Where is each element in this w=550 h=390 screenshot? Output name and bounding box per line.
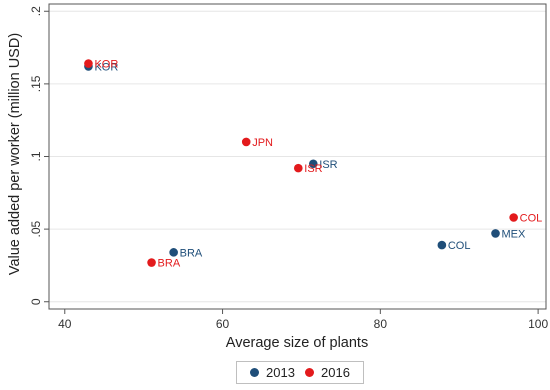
point-label-col-2013: COL bbox=[448, 240, 471, 252]
data-point-isr-2013 bbox=[308, 159, 318, 169]
data-point-bra-2013 bbox=[169, 248, 178, 257]
legend-item-2013: 2013 bbox=[250, 365, 295, 380]
data-point-bra-2016 bbox=[147, 258, 156, 267]
point-label-isr-2013: ISR bbox=[319, 159, 337, 171]
point-label-kor-2013: KOR bbox=[94, 61, 118, 73]
data-point-col-2016 bbox=[509, 213, 518, 222]
legend-item-2016: 2016 bbox=[305, 365, 350, 380]
x-tick-label: 60 bbox=[216, 317, 230, 331]
data-point-kor-2016 bbox=[84, 59, 93, 68]
y-axis-title: Value added per worker (million USD) bbox=[7, 33, 23, 275]
point-label-mex-2013: MEX bbox=[502, 228, 527, 240]
y-axis: 0 .05 .1 .15 .2 bbox=[29, 6, 49, 305]
y-tick-label: .15 bbox=[29, 75, 43, 92]
data-point-jpn-2016 bbox=[241, 137, 251, 147]
x-tick-label: 80 bbox=[374, 317, 388, 331]
legend-label-2013: 2013 bbox=[266, 365, 295, 380]
legend-marker-2016 bbox=[305, 368, 315, 377]
x-tick-label: 100 bbox=[528, 317, 548, 331]
data-point-isr-2016 bbox=[293, 163, 303, 173]
legend-label-2016: 2016 bbox=[321, 365, 350, 380]
point-label-isr-2016: ISR bbox=[304, 163, 322, 175]
point-label-col-2016: COL bbox=[520, 213, 543, 225]
data-point-mex-2013 bbox=[491, 229, 500, 238]
point-label-bra-2016: BRA bbox=[158, 258, 181, 270]
legend: 2013 2016 bbox=[236, 361, 364, 384]
x-tick-label: 40 bbox=[58, 317, 72, 331]
legend-marker-2013 bbox=[250, 368, 260, 377]
point-label-bra-2013: BRA bbox=[180, 247, 203, 259]
point-label-jpn-2016: JPN bbox=[252, 137, 273, 149]
x-axis: 40 60 80 100 bbox=[58, 309, 548, 331]
gridlines bbox=[49, 10, 546, 303]
point-label-kor-2016: KOR bbox=[94, 59, 118, 71]
x-axis-title: Average size of plants bbox=[226, 335, 368, 351]
y-tick-label: .1 bbox=[29, 151, 43, 161]
y-tick-label: .05 bbox=[29, 220, 43, 237]
data-point-col-2013 bbox=[437, 240, 447, 250]
data-points bbox=[84, 59, 518, 267]
y-tick-label: 0 bbox=[29, 298, 43, 305]
y-tick-label: .2 bbox=[29, 6, 43, 16]
